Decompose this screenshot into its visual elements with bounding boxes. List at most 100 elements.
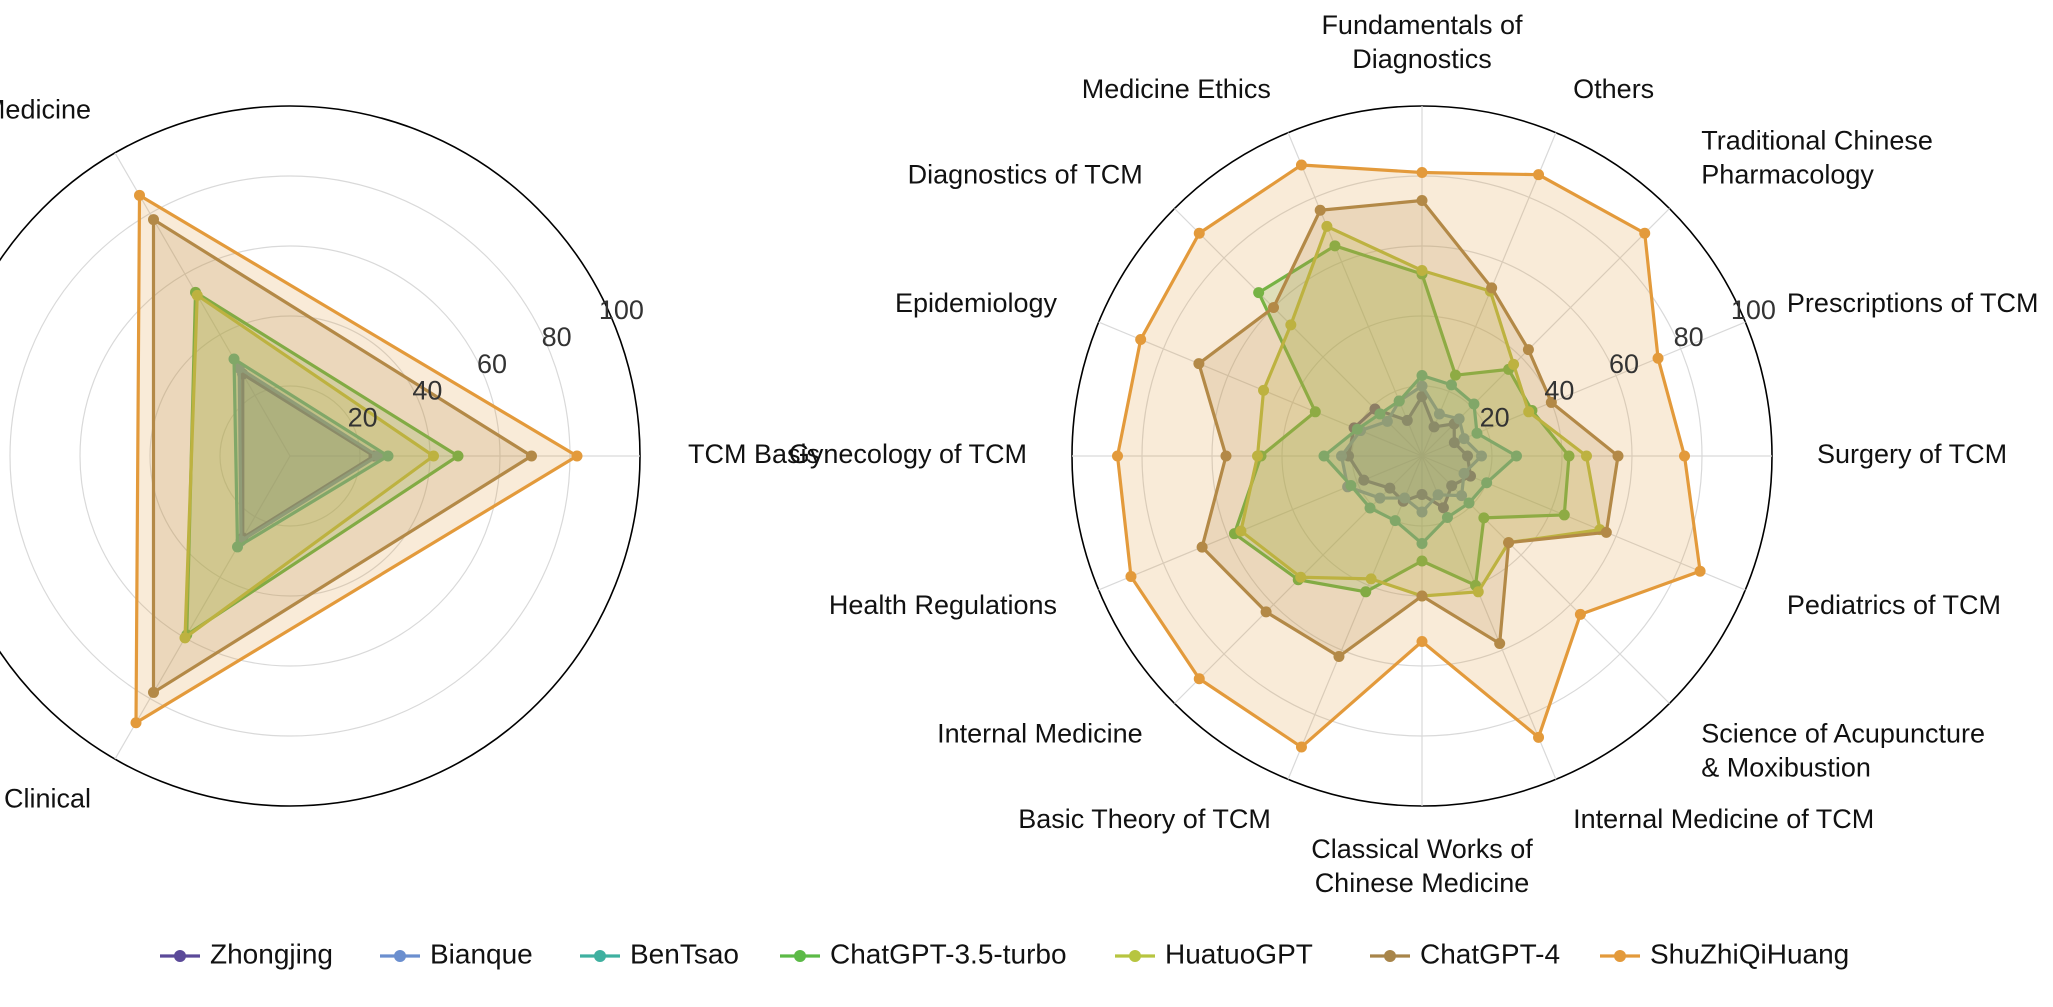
radar-spoke	[1421, 208, 1670, 457]
category-label: Health Regulations	[829, 590, 1057, 620]
data-point	[1441, 511, 1453, 523]
data-point	[1533, 731, 1545, 743]
data-point	[1295, 741, 1307, 753]
legend-entry-chatgpt-4: ChatGPT-4	[1370, 938, 1560, 969]
data-point	[1453, 413, 1465, 425]
series-chatgpt-4	[1193, 195, 1624, 662]
legend-swatch-marker	[1384, 950, 1396, 962]
category-label: Basic Theory of TCM	[1018, 804, 1271, 834]
radial-tick-label: 60	[477, 349, 507, 379]
data-point	[1476, 450, 1487, 462]
data-point	[1364, 502, 1376, 514]
category-label: Internal Medicine of TCM	[1573, 804, 1874, 834]
category-label: Gynecology of TCM	[789, 439, 1027, 469]
data-point	[1694, 565, 1706, 577]
data-point	[1345, 479, 1357, 491]
data-point	[571, 450, 583, 462]
radial-tick-label: 100	[1731, 295, 1776, 325]
data-point	[1416, 590, 1428, 602]
data-point	[1193, 673, 1205, 685]
series-area	[151, 217, 534, 695]
data-point	[428, 450, 439, 462]
data-point	[1360, 586, 1372, 598]
series-area	[183, 293, 436, 640]
series-huatuogpt	[1235, 220, 1606, 602]
data-point	[1193, 227, 1205, 239]
data-point	[1522, 344, 1534, 356]
data-point	[1416, 167, 1428, 178]
radar-spoke	[1287, 455, 1423, 780]
series-area	[232, 357, 390, 549]
series-bentsao	[228, 353, 394, 553]
legend-entry-zhongjing: Zhongjing	[160, 938, 333, 969]
category-label: Science of Acupuncture & Moxibustion	[1701, 718, 1985, 782]
data-point	[179, 632, 191, 644]
data-point	[1416, 506, 1428, 518]
data-point	[1393, 395, 1405, 407]
legend-swatch-marker	[794, 950, 806, 962]
data-point	[1401, 414, 1413, 426]
radial-tick-label: 20	[1480, 402, 1510, 432]
data-point	[1235, 525, 1247, 537]
data-point	[1314, 204, 1326, 216]
data-point	[1416, 370, 1428, 381]
data-point	[1508, 358, 1520, 370]
data-point	[1253, 287, 1265, 299]
data-point	[1416, 391, 1428, 402]
data-point	[1486, 282, 1498, 294]
category-label: Western Medicine & Clinical	[0, 784, 91, 814]
radial-tick-label: 80	[542, 322, 572, 352]
data-point	[1456, 490, 1468, 502]
data-point	[1445, 379, 1457, 391]
radial-tick-label: 100	[599, 295, 644, 325]
data-point	[382, 450, 394, 462]
data-point	[1462, 450, 1473, 462]
data-point	[1523, 406, 1535, 418]
data-point	[1260, 606, 1272, 618]
legend-entry-shuzhiqihuang: ShuZhiQiHuang	[1600, 938, 1849, 969]
data-point	[1252, 450, 1263, 462]
data-point	[1399, 492, 1411, 504]
data-point	[1112, 450, 1123, 462]
data-point	[232, 541, 243, 553]
data-point	[1220, 450, 1232, 462]
radar-spoke	[114, 152, 291, 457]
data-point	[1612, 450, 1624, 462]
legend-swatch-marker	[1129, 950, 1141, 962]
data-point	[1374, 408, 1386, 420]
legend-label: BenTsao	[630, 938, 739, 969]
chart-legend: Zhongjing Bianque BenTsao ChatGPT-3.5-turbo…	[160, 938, 1849, 969]
data-point	[526, 450, 537, 462]
data-point	[1193, 358, 1205, 370]
data-point	[1196, 541, 1208, 553]
data-point	[1374, 492, 1386, 504]
category-label: Internal Medicine	[937, 718, 1143, 748]
data-point	[134, 189, 145, 201]
data-point	[1268, 302, 1280, 314]
data-point	[1416, 538, 1428, 549]
data-point	[1329, 240, 1341, 252]
series-area	[1115, 163, 1702, 749]
series-shuzhiqihuang	[1112, 159, 1706, 753]
category-label: Pediatrics of TCM	[1787, 590, 2001, 620]
data-point	[372, 450, 383, 462]
series-area	[237, 366, 380, 543]
legend-label: HuatuoGPT	[1165, 938, 1313, 969]
data-point	[1448, 437, 1460, 449]
radar-spoke	[1421, 455, 1746, 591]
data-point	[1481, 477, 1493, 489]
series-area	[241, 372, 376, 540]
data-point	[130, 717, 142, 729]
legend-entry-huatuogpt: HuatuoGPT	[1115, 938, 1313, 969]
data-point	[1318, 450, 1330, 462]
category-label: Medicine Ethics	[1082, 74, 1271, 104]
data-point	[1458, 433, 1470, 445]
category-label: TCM Clinical Medicine	[0, 94, 91, 124]
series-bianque	[1336, 380, 1487, 518]
legend-label: Zhongjing	[210, 938, 333, 969]
data-point	[1321, 220, 1333, 232]
data-point	[148, 686, 159, 698]
data-point	[1563, 450, 1575, 462]
legend-swatch-marker	[174, 950, 186, 962]
legend-label: ChatGPT-4	[1420, 938, 1560, 969]
